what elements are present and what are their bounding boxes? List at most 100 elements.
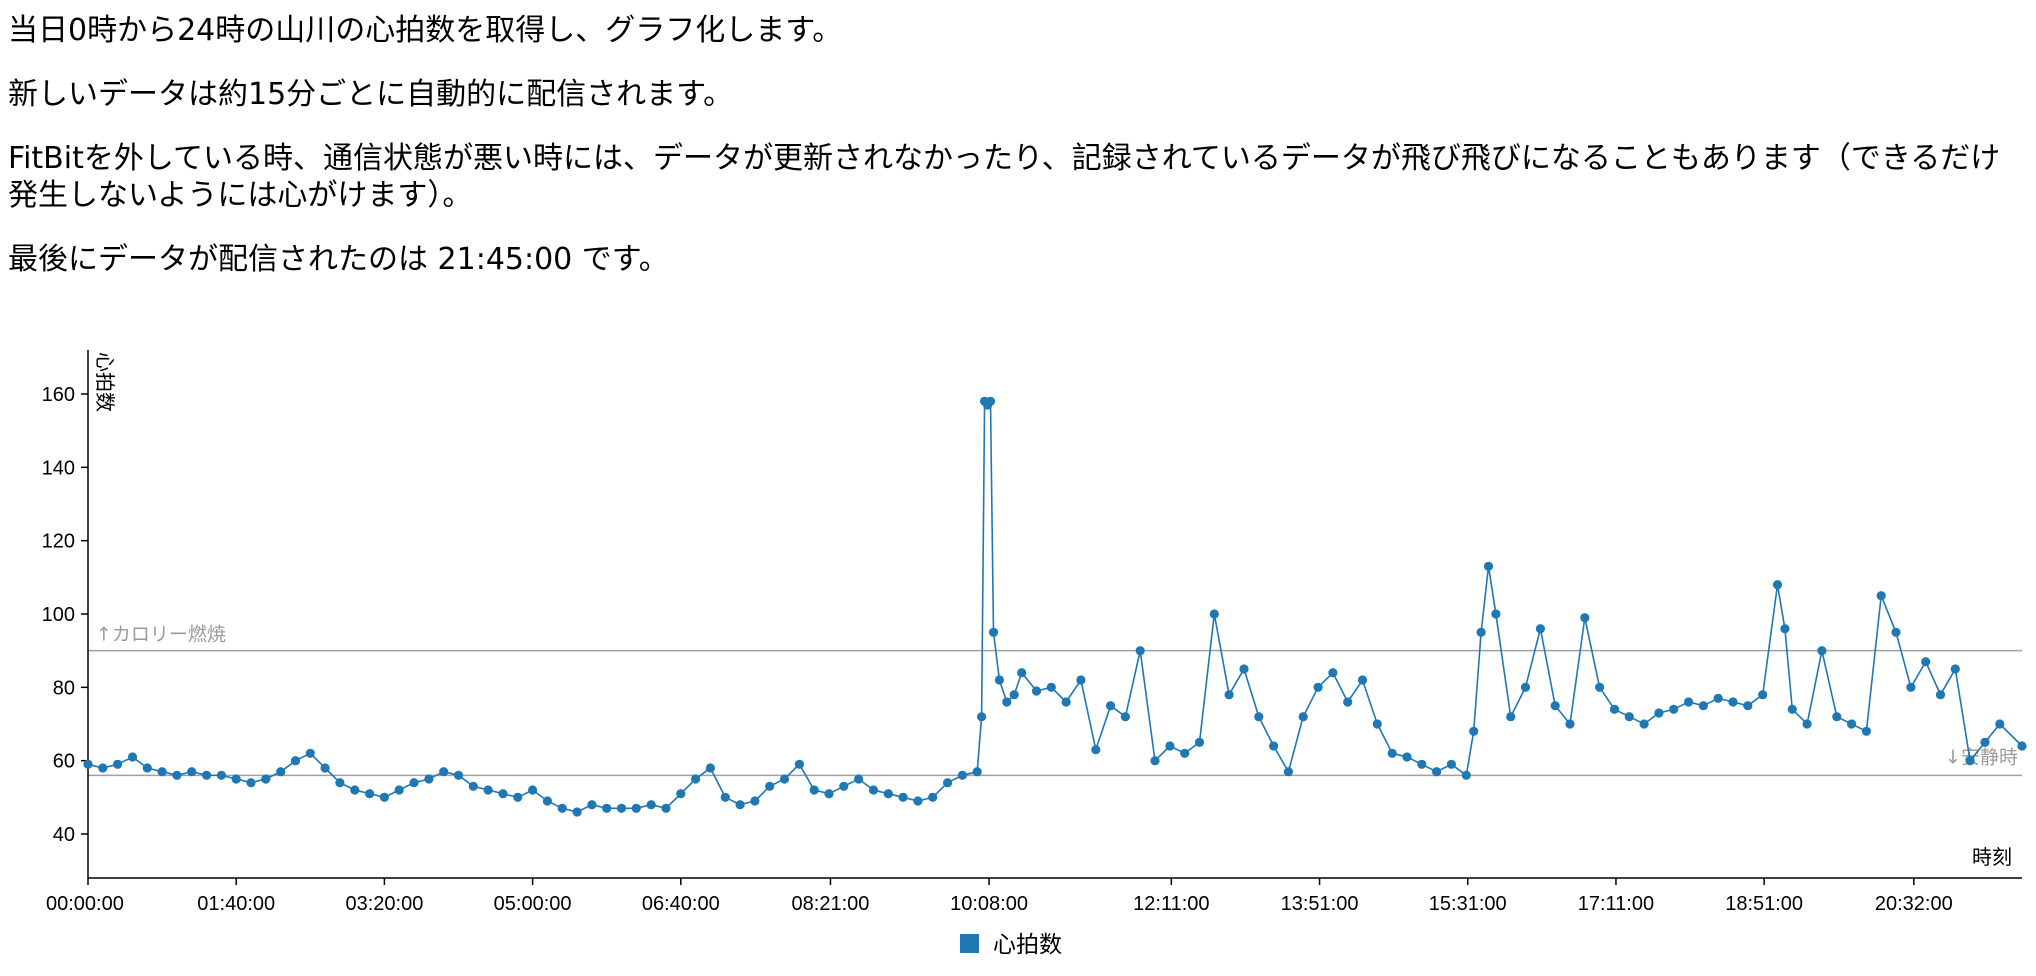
heart-rate-point [1965,756,1975,766]
heart-rate-point [1357,675,1368,685]
heart-rate-point [1817,646,1827,656]
heart-rate-point [1891,627,1901,637]
heart-rate-point [231,774,241,784]
heart-rate-point [513,792,523,802]
heart-rate-point [1728,697,1738,707]
heart-rate-point [824,789,834,799]
x-tick-label: 10:08:00 [950,893,1028,915]
heart-rate-point [1180,748,1190,758]
heart-rate-point [1239,664,1249,674]
reference-lines: ↑カロリー燃焼 ↓安静時 [88,624,2022,777]
heart-rate-point [1713,693,1723,703]
heart-rate-point [127,752,138,762]
heart-rate-point [1120,712,1130,722]
heart-rate-point [1432,767,1442,777]
heart-rate-point [1743,701,1753,711]
heart-rate-point [1609,704,1620,714]
y-tick-label: 40 [53,824,75,846]
heart-rate-point [394,785,404,795]
heart-rate-point [957,770,968,780]
heart-rate-point [157,767,167,777]
heart-rate-point [661,803,671,813]
heart-rate-point [453,770,464,780]
heart-rate-point [839,781,849,791]
heart-rate-point [1313,682,1323,692]
heart-rate-point [1550,701,1560,711]
heart-rate-point [172,770,182,780]
heart-rate-point [972,767,982,777]
heart-rate-point [1061,697,1071,707]
heart-rate-point [898,792,908,802]
heart-rate-point [676,789,686,799]
heart-rate-point [1906,682,1916,692]
heart-rate-point [1684,697,1694,707]
heart-rate-point [142,763,152,773]
intro-line-1: 当日0時から24時の山川の心拍数を取得し、グラフ化します。 [8,13,843,48]
intro-line-4: 最後にデータが配信されたのは 21:45:00 です。 [8,242,669,277]
heart-rate-point [365,789,375,799]
intro-text: 当日0時から24時の山川の心拍数を取得し、グラフ化します。 新しいデータは約15… [8,12,2018,305]
heart-rate-point [1017,668,1027,678]
heart-rate-point [1847,719,1857,729]
heart-rate-point [1106,701,1116,711]
heart-rate-point [335,778,345,788]
heart-rate-point [988,627,999,637]
heart-rate-point [913,796,923,806]
heart-rate-point [528,785,538,795]
x-tick-label: 01:40:00 [197,893,275,915]
heart-rate-point [305,748,315,758]
heart-rate-point [720,792,730,802]
x-tick-label: 18:51:00 [1725,893,1803,915]
heart-rate-point [261,774,271,784]
heart-rate-point [1076,675,1086,685]
heart-rate-point [616,803,627,813]
x-tick-label: 20:32:00 [1875,893,1953,915]
heart-rate-chart: ↑カロリー燃焼 ↓安静時 時刻 心拍数 40 60 80 100 120 140 160 00:… [42,350,2027,958]
heart-rate-point [113,759,123,769]
x-tick-label: 15:31:00 [1429,893,1507,915]
heart-rate-point [1772,580,1783,590]
heart-rate-point [1254,712,1264,722]
heart-rate-point [1476,627,1486,637]
heart-rate-point [794,759,805,769]
heart-rate-point [1194,737,1205,747]
heart-rate-point [1698,701,1708,711]
heart-rate-point [350,785,360,795]
heart-rate-point [750,796,760,806]
heart-rate-point [1491,609,1501,619]
heart-rate-point [1580,613,1590,623]
heart-rate-point [1135,646,1145,656]
heart-rate-point [290,756,301,766]
heart-rate-point [202,770,212,780]
heart-rate-point [1535,624,1545,634]
heart-rate-point [1758,690,1768,700]
x-tick-label: 17:11:00 [1578,893,1654,915]
heart-rate-point [216,770,226,780]
legend: 心拍数 [960,932,1062,958]
heart-rate-point [735,800,745,810]
heart-rate-point [1046,682,1056,692]
heart-rate-point [83,759,93,769]
heart-rate-point [1372,719,1382,729]
y-tick-label: 140 [42,457,75,479]
x-tick-label: 08:21:00 [792,893,870,915]
heart-rate-point [1343,697,1353,707]
heart-rate-point [1832,712,1842,722]
heart-rate-point [1298,712,1308,722]
heart-rate-point [409,778,419,788]
heart-rate-point [1387,748,1397,758]
heart-rate-point [587,800,597,810]
heart-rate-point [1461,770,1471,780]
intro-line-3: FitBitを外している時、通信状態が悪い時には、データが更新されなかったり、記… [8,141,2001,213]
heart-rate-point [1654,708,1664,718]
heart-rate-point [883,789,893,799]
heart-rate-point [779,774,790,784]
heart-rate-point [1209,609,1219,619]
heart-rate-point [705,763,716,773]
heart-rate-point [1269,741,1279,751]
heart-rate-point [1402,752,1412,762]
legend-label: 心拍数 [993,932,1062,958]
heart-rate-point [1861,726,1871,736]
heart-rate-point [1935,690,1946,700]
heart-rate-point [379,792,389,802]
